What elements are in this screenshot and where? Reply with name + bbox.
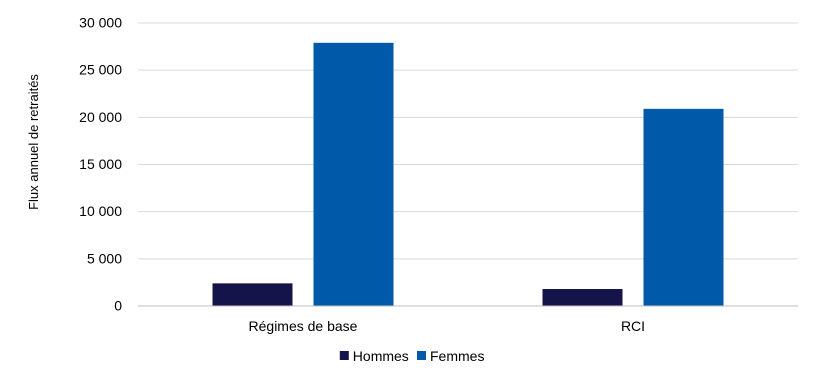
legend-swatch — [339, 351, 349, 360]
y-tick-label: 5 000 — [87, 250, 122, 266]
bar-hommes — [542, 289, 623, 306]
y-axis-label: Flux annuel de retraités — [26, 74, 41, 210]
x-axis-ticks: Régimes de base RCI — [249, 318, 646, 334]
x-tick-label: Régimes de base — [249, 318, 358, 334]
y-tick-label: 30 000 — [79, 15, 122, 31]
y-tick-label: 10 000 — [79, 203, 122, 219]
bar-femmes — [313, 42, 394, 307]
x-tick-label: RCI — [621, 318, 645, 334]
legend-swatch — [417, 351, 426, 360]
bars — [212, 42, 724, 307]
y-tick-label: 0 — [114, 298, 122, 314]
legend-label: Hommes — [353, 348, 409, 364]
y-axis-ticks: 0 5 000 10 000 15 000 20 000 25 000 30 000 — [79, 15, 122, 314]
bar-hommes — [212, 283, 293, 306]
y-tick-label: 15 000 — [79, 156, 122, 172]
legend-label: Femmes — [430, 348, 484, 364]
legend: Hommes Femmes — [339, 348, 484, 364]
y-tick-label: 25 000 — [79, 62, 122, 78]
y-tick-label: 20 000 — [79, 109, 122, 125]
bar-femmes — [643, 108, 724, 307]
